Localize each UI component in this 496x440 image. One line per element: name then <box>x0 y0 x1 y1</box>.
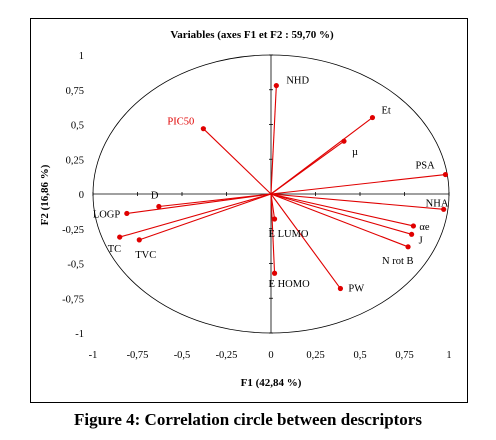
vector-logp <box>126 193 272 215</box>
x-axis-title: F1 (42,84 %) <box>241 377 302 389</box>
label-tvc: TVC <box>135 250 156 261</box>
y-tick-label: 0 <box>79 190 84 201</box>
vector-e-homo <box>270 193 276 274</box>
point-nha <box>441 206 447 212</box>
y-tick-label: -1 <box>75 329 84 340</box>
point-d <box>156 203 162 210</box>
point-pic50 <box>200 126 206 132</box>
label-e-homo: E HOMO <box>269 279 311 290</box>
x-tick-label: 0,5 <box>353 350 366 361</box>
y-tick-label: 1 <box>79 51 84 62</box>
label-tc: TC <box>108 244 121 255</box>
x-tick-label: 0,25 <box>306 350 324 361</box>
y-tick-label: -0,25 <box>62 225 84 236</box>
point-tc <box>117 234 123 240</box>
point-e-lumo <box>271 216 278 222</box>
point-psa <box>442 171 449 178</box>
vector-psa <box>270 173 446 195</box>
point-e-homo <box>271 270 278 276</box>
y-tick-label: 0,5 <box>71 121 84 132</box>
label-e: αe <box>419 222 430 233</box>
label-j: J <box>419 235 423 246</box>
y-tick-label: 0,75 <box>66 86 84 97</box>
point-e <box>410 223 416 229</box>
point-var2 <box>341 138 347 144</box>
label-nhd: NHD <box>286 76 309 87</box>
label-nha: NHA <box>426 198 449 209</box>
point-j <box>409 231 415 237</box>
vector-e-lumo <box>270 193 276 220</box>
x-tick-label: 0 <box>268 350 273 361</box>
x-tick-label: -0,75 <box>127 350 149 361</box>
point-n-rot-b <box>405 244 411 250</box>
y-axis-title: F2 (16,86 %) <box>39 164 51 225</box>
label-d: D <box>151 191 159 202</box>
vector-e <box>270 193 414 227</box>
label-psa: PSA <box>415 161 435 172</box>
x-tick-label: -0,25 <box>216 350 238 361</box>
label-var2: µ <box>352 147 358 158</box>
label-e-lumo: E LUMO <box>269 229 309 240</box>
figure-caption: Figure 4: Correlation circle between des… <box>74 410 422 429</box>
vector-nhd <box>270 85 277 195</box>
x-tick-label: 0,75 <box>395 350 413 361</box>
y-tick-label: -0,5 <box>67 260 84 271</box>
vector-tc <box>119 193 272 238</box>
x-tick-label: -1 <box>89 350 98 361</box>
x-tick-label: 1 <box>446 350 451 361</box>
vector-tvc <box>139 193 272 241</box>
y-tick-label: 0,25 <box>66 155 84 166</box>
label-et: Et <box>381 106 390 117</box>
vector-n-rot-b <box>270 193 409 248</box>
point-et <box>369 114 376 121</box>
y-tick-label: -0,75 <box>62 294 84 305</box>
label-pic50: PIC50 <box>167 117 194 128</box>
vector-nha <box>270 193 444 210</box>
label-n-rot-b: N rot B <box>382 256 414 267</box>
point-pw <box>337 285 344 292</box>
x-tick-label: -0,5 <box>174 350 191 361</box>
plot-frame <box>30 18 468 403</box>
vector-pic50 <box>202 128 272 195</box>
point-logp <box>124 210 130 217</box>
vector-pw <box>270 193 341 289</box>
label-logp: LOGP <box>93 209 121 220</box>
point-nhd <box>273 82 279 89</box>
vector-var2 <box>270 140 345 195</box>
vector-j <box>270 193 412 235</box>
label-pw: PW <box>348 284 364 295</box>
chart-title: Variables (axes F1 et F2 : 59,70 %) <box>170 29 334 41</box>
point-tvc <box>136 237 142 243</box>
